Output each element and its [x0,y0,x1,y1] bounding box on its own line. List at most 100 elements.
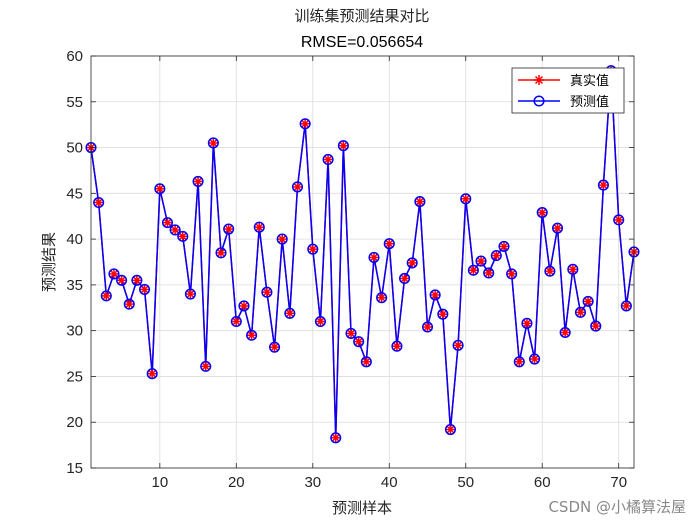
point-pred [414,196,426,208]
point-pred [383,238,395,250]
point-pred [437,308,449,320]
point-true [94,197,104,207]
point-true [461,194,471,204]
point-true [415,197,425,207]
point-pred [154,183,166,195]
y-tick-label: 15 [66,460,83,477]
point-pred [253,221,265,233]
point-true [614,215,624,225]
point-pred [467,264,479,276]
point-true [262,287,272,297]
point-true [476,256,486,266]
point-true [277,234,287,244]
point-true [491,251,501,261]
point-pred [353,336,365,348]
y-tick-label: 50 [66,140,83,157]
point-true [323,154,333,164]
point-true [575,307,585,317]
point-pred [230,315,242,328]
point-true [453,340,463,350]
point-true [300,119,310,129]
point-true [270,342,280,352]
point-pred [368,251,380,263]
point-pred [146,368,158,380]
point-true [101,291,111,301]
point-true [109,269,119,279]
plot-frame [90,55,635,469]
point-true [507,269,517,279]
point-true [231,317,241,327]
point-true [140,284,150,294]
point-pred [490,250,502,262]
watermark: CSDN @小橘算法屋 [548,498,686,516]
point-pred [330,432,342,444]
y-tick-label: 45 [66,185,83,202]
point-pred [551,222,564,234]
point-true [155,184,165,194]
point-pred [376,292,388,304]
legend-label-pred: 预测值 [570,94,609,110]
point-true [522,318,532,328]
point-pred [559,326,571,339]
point-true [407,258,417,268]
point-pred [513,356,525,368]
x-tick-label: 20 [228,474,245,491]
point-pred [161,217,174,229]
point-pred [475,255,487,267]
point-pred [582,295,594,307]
y-tick-label: 35 [66,277,83,294]
y-tick-label: 30 [66,323,83,340]
point-true [162,218,172,228]
point-pred [261,286,273,298]
point-true [308,244,318,254]
point-true [621,301,631,311]
point-true [117,275,127,285]
point-true [377,293,387,303]
point-pred [597,179,609,191]
point-pred [131,274,143,286]
point-pred [521,317,533,329]
point-true [331,433,341,443]
point-true [514,357,524,367]
point-pred [322,153,334,166]
point-true [292,182,302,192]
y-axis-label: 预测结果 [40,232,58,292]
point-true [224,224,234,234]
point-true [430,290,440,300]
point-true [346,328,356,338]
point-pred [276,233,288,245]
point-true [537,208,547,218]
legend-marker-pred [533,95,545,107]
point-pred [567,263,579,275]
point-pred [544,265,556,277]
point-true [560,327,570,337]
point-pred [116,274,128,286]
y-tick-label: 60 [66,48,83,65]
point-pred [406,257,418,269]
legend-label-true: 真实值 [570,73,609,89]
point-true [484,268,494,278]
point-pred [444,423,457,436]
point-pred [590,320,602,332]
point-true [583,296,593,306]
point-pred [200,360,212,372]
axis-ticks: 10 20 30 40 50 60 70 15 20 25 30 35 40 45 50 55 60 [66,48,634,491]
point-true [545,266,555,276]
y-tick-label: 40 [66,231,83,248]
point-true [591,321,601,331]
point-pred [215,247,227,259]
point-true [361,357,371,367]
point-pred [620,300,632,312]
y-tick-label: 55 [66,94,83,111]
point-true [499,241,509,251]
point-pred [483,267,495,279]
point-true [185,289,195,299]
point-true [147,369,157,379]
point-pred [123,298,135,310]
point-true [201,361,211,371]
point-true [423,322,433,332]
point-pred [337,140,349,152]
point-pred [108,268,120,280]
point-pred [613,214,625,226]
y-tick-label: 20 [66,414,83,431]
